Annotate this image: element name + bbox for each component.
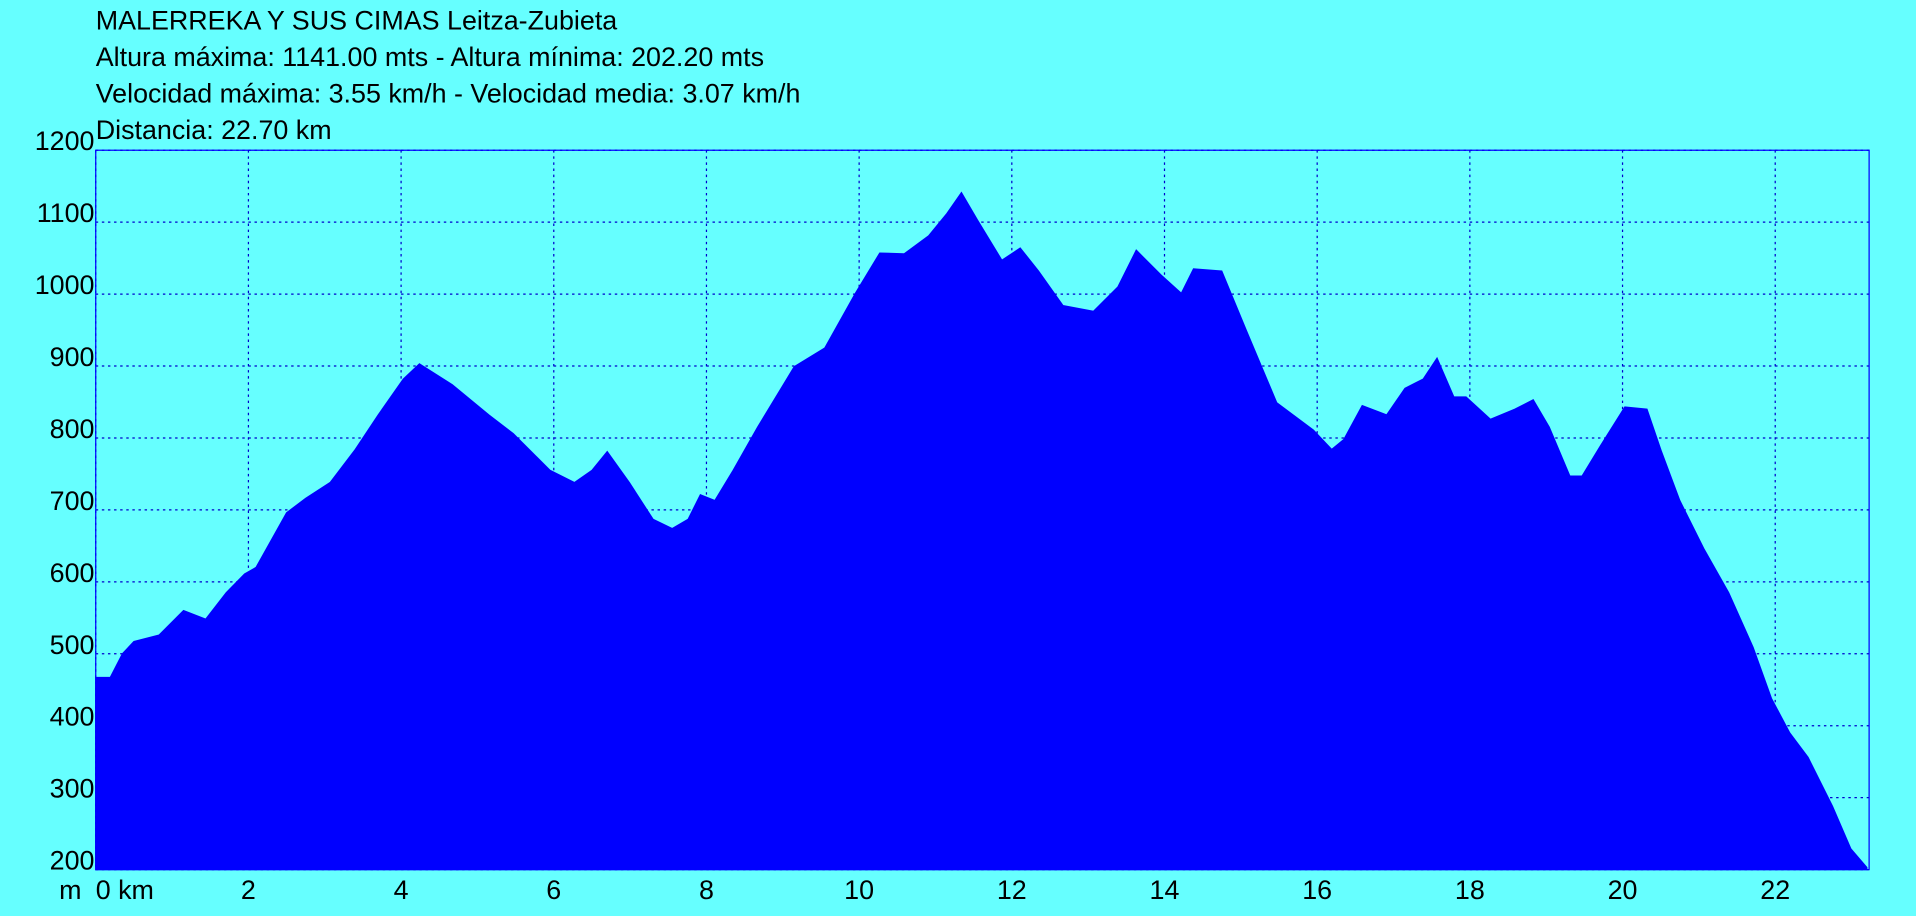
y-tick-label: 700 [50, 486, 95, 516]
x-tick-label: 14 [1150, 875, 1180, 905]
y-tick-label: 900 [50, 342, 95, 372]
x-tick-label: 4 [394, 875, 409, 905]
x-tick-label: 6 [546, 875, 561, 905]
x-tick-label: 0 km [96, 875, 154, 905]
x-tick-label: 22 [1760, 875, 1790, 905]
x-tick-label: 12 [997, 875, 1027, 905]
y-tick-label: 1100 [37, 198, 95, 228]
elevation-area [95, 191, 1868, 871]
y-tick-label: 600 [50, 558, 95, 588]
y-tick-label: 300 [50, 774, 95, 804]
y-tick-label: 1000 [35, 270, 95, 300]
y-tick-label: 800 [50, 414, 95, 444]
y-tick-label: 200 [50, 846, 95, 876]
info-line: Velocidad máxima: 3.55 km/h - Velocidad … [96, 79, 801, 109]
x-tick-label: 10 [844, 875, 874, 905]
x-tick-label: 16 [1302, 875, 1332, 905]
x-tick-label: 20 [1608, 875, 1638, 905]
info-line: Distancia: 22.70 km [96, 115, 332, 145]
y-tick-label: 500 [50, 630, 95, 660]
info-line: Altura máxima: 1141.00 mts - Altura míni… [96, 42, 764, 72]
x-tick-label: 8 [699, 875, 714, 905]
x-tick-label: 2 [241, 875, 256, 905]
plot-border [95, 149, 1870, 871]
y-tick-label: 1200 [35, 126, 95, 156]
y-axis-unit: m [59, 875, 81, 905]
chart-title: MALERREKA Y SUS CIMAS Leitza-Zubieta [96, 5, 618, 35]
y-tick-label: 400 [50, 702, 95, 732]
x-tick-label: 18 [1455, 875, 1485, 905]
